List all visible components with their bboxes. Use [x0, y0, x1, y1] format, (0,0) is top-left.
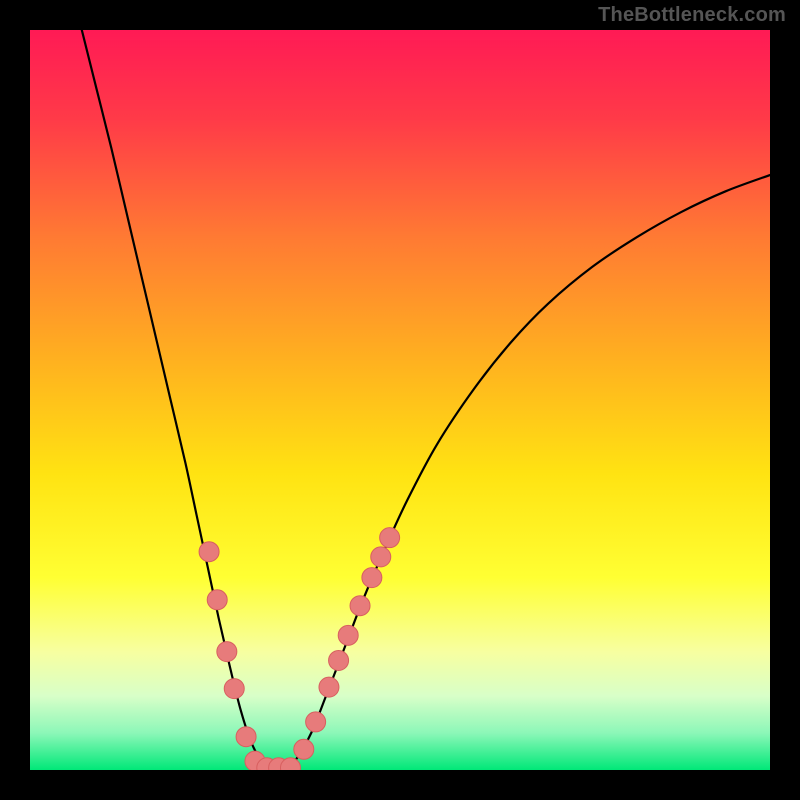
gradient-background [30, 30, 770, 770]
data-marker [319, 677, 339, 697]
data-marker [236, 727, 256, 747]
watermark-text: TheBottleneck.com [598, 4, 786, 27]
data-marker [350, 596, 370, 616]
data-marker [199, 542, 219, 562]
data-marker [362, 568, 382, 588]
outer-frame: TheBottleneck.com [0, 0, 800, 800]
data-marker [329, 650, 349, 670]
chart-svg [30, 30, 770, 770]
data-marker [294, 739, 314, 759]
data-marker [380, 528, 400, 548]
data-marker [338, 625, 358, 645]
data-marker [217, 642, 237, 662]
data-marker [306, 712, 326, 732]
plot-area [30, 30, 770, 770]
data-marker [207, 590, 227, 610]
data-marker [224, 679, 244, 699]
data-marker [371, 547, 391, 567]
